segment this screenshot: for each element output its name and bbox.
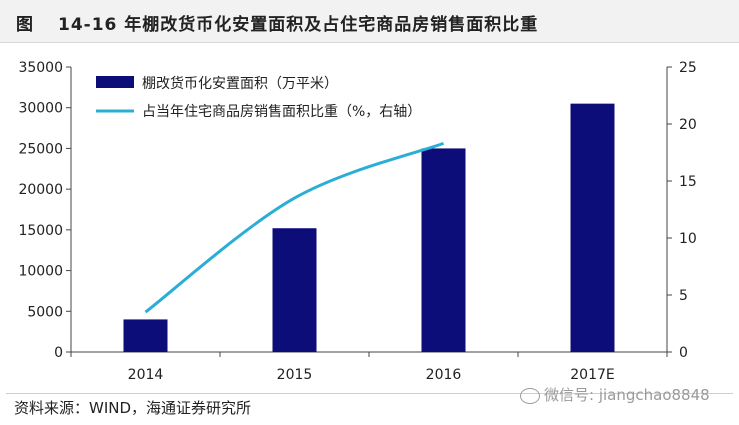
x-tick-label: 2015 (277, 367, 313, 382)
watermark: 微信号: jiangchao8848 (520, 384, 710, 405)
bar-2016 (421, 148, 466, 352)
bar-2017E (570, 103, 615, 352)
left-tick-label: 5000 (27, 304, 63, 320)
legend-swatch-bar (96, 76, 134, 88)
legend-label-line: 占当年住宅商品房销售面积比重（%，右轴） (142, 104, 421, 120)
chart-area: 0 5000 10000 15000 20000 25000 30000 35000 0 5 10 1… (18, 60, 697, 382)
right-tick-label: 15 (679, 174, 697, 190)
figure-title: 14-16 年棚改货币化安置面积及占住宅商品房销售面积比重 (58, 15, 539, 35)
left-tick-label: 30000 (18, 101, 63, 117)
wechat-icon (520, 387, 540, 404)
figure-label: 图 (16, 15, 34, 35)
right-tick-label: 20 (679, 117, 697, 133)
legend-label-bar: 棚改货币化安置面积（万平米） (142, 75, 338, 92)
title-bar: 图 14-16 年棚改货币化安置面积及占住宅商品房销售面积比重 (0, 0, 739, 43)
right-tick-label: 10 (679, 231, 697, 247)
left-tick-label: 15000 (18, 223, 63, 239)
right-tick-label: 5 (679, 288, 688, 304)
bar-2015 (272, 228, 317, 352)
left-tick-label: 10000 (18, 264, 63, 280)
x-tick-label: 2014 (128, 367, 164, 382)
bar-2014 (123, 319, 168, 352)
left-tick-label: 20000 (18, 182, 63, 198)
right-tick-label: 25 (679, 60, 697, 76)
x-tick-label: 2016 (426, 367, 462, 382)
ratio-line (144, 141, 445, 314)
x-tick-label: 2017E (570, 367, 614, 382)
left-tick-label: 0 (54, 345, 63, 361)
divider (6, 393, 733, 394)
watermark-text: 微信号: jiangchao8848 (544, 386, 710, 404)
source-note: 资料来源：WIND，海通证券研究所 (14, 399, 252, 417)
right-tick-label: 0 (679, 345, 688, 361)
left-tick-label: 35000 (18, 60, 63, 76)
chart-title: 图 14-16 年棚改货币化安置面积及占住宅商品房销售面积比重 (16, 10, 538, 35)
left-tick-label: 25000 (18, 141, 63, 157)
